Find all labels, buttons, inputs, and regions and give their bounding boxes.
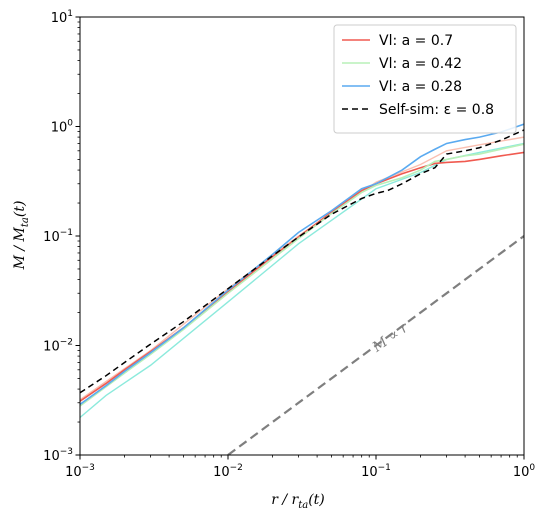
y-tick-label: 10−1 <box>43 228 73 245</box>
x-tick-label: 10−1 <box>361 463 391 480</box>
series-line-0 <box>80 151 524 402</box>
legend-label-0: Vl: a = 0.7 <box>379 33 453 49</box>
y-tick-label: 101 <box>51 9 73 26</box>
reference-line-0 <box>80 136 524 401</box>
y-tick-label: 10−2 <box>43 338 73 355</box>
y-axis-label: M / Mta(t) <box>12 201 31 271</box>
x-tick-label: 10−2 <box>213 463 243 480</box>
legend: Vl: a = 0.7 Vl: a = 0.42 Vl: a = 0.28 Self-… <box>333 24 517 134</box>
legend-label-1: Vl: a = 0.42 <box>379 56 462 72</box>
series-line-1 <box>80 143 524 407</box>
x-tick-label: 100 <box>513 463 536 480</box>
ticks: 10−3 10−2 10−1 100 10−3 10−2 10−1 100 101 <box>43 9 535 480</box>
series-line-2 <box>80 123 524 406</box>
x-axis-label: r / rta(t) <box>271 492 325 511</box>
y-tick-label: 100 <box>51 119 74 136</box>
series-line-3 <box>80 129 524 394</box>
x-tick-label: 10−3 <box>65 463 95 480</box>
proportional-guide-line <box>227 235 524 455</box>
y-tick-label: 10−3 <box>43 447 73 464</box>
legend-box <box>333 24 517 134</box>
legend-label-3: Self-sim: ε = 0.8 <box>379 102 494 118</box>
legend-label-2: Vl: a = 0.28 <box>379 79 462 95</box>
